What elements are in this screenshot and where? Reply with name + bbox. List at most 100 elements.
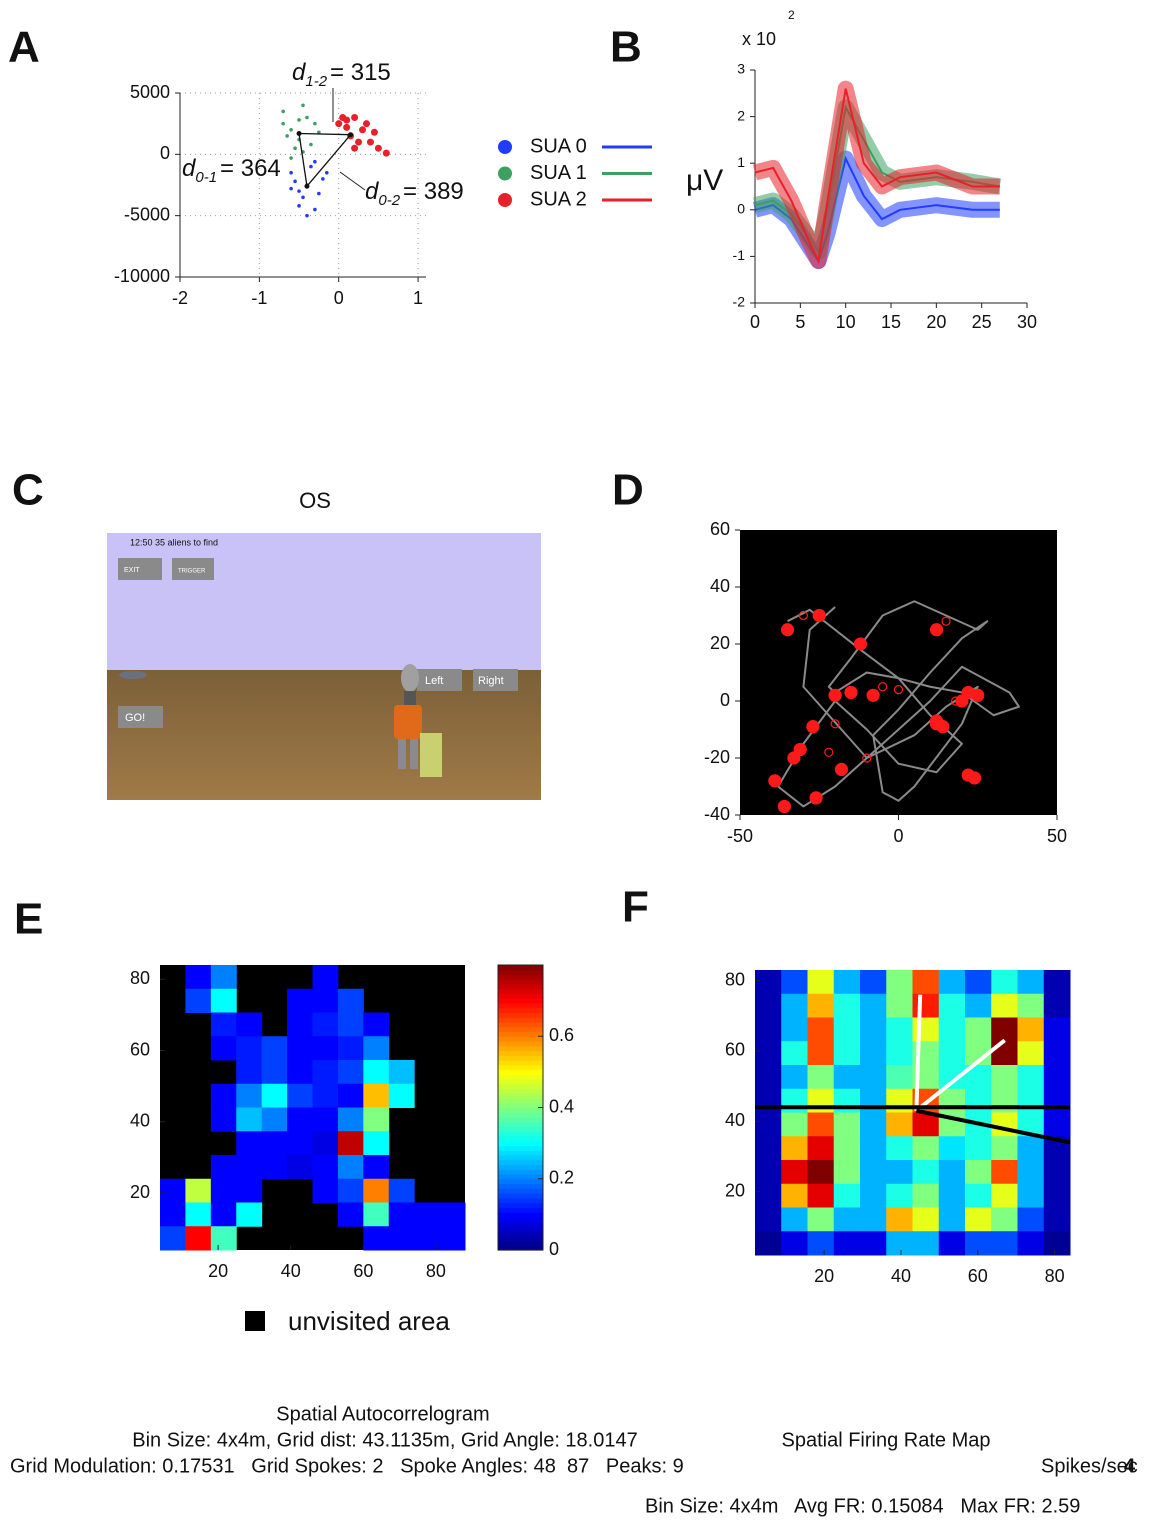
y-tick-label: -40: [704, 804, 730, 824]
y-tick-label: 2: [737, 107, 745, 123]
colorbar-step: [498, 1241, 543, 1246]
heatmap-cell: [287, 1131, 313, 1155]
heatmap-cell: [363, 1179, 389, 1203]
left-button[interactable]: Left: [417, 669, 462, 691]
scatter-point: [305, 214, 309, 218]
heatmap-cell: [913, 1231, 940, 1255]
heatmap-cell: [313, 989, 339, 1013]
heatmap-cell: [313, 1179, 339, 1203]
heatmap-cell: [781, 1208, 808, 1232]
heatmap-cell: [755, 1231, 782, 1255]
legend-label: SUA 2: [530, 188, 587, 210]
y-tick-label: 5000: [130, 82, 170, 102]
spike: [778, 800, 790, 812]
footer-text: Bin Size: 4x4m, Grid dist: 43.1135m, Gri…: [132, 1429, 637, 1451]
heatmap-cell: [338, 989, 364, 1013]
colorbar-step: [498, 1136, 543, 1141]
heatmap-cell: [808, 1208, 835, 1232]
annotation: d0-1= 364: [182, 155, 281, 186]
heatmap-cell: [338, 1084, 364, 1108]
colorbar-step: [498, 970, 543, 975]
heatmap-cell: [781, 970, 808, 994]
heatmap-cell: [1044, 1231, 1071, 1255]
colorbar-step: [498, 1103, 543, 1108]
spike: [769, 775, 781, 787]
button-label: GO!: [125, 712, 145, 724]
heatmap-cell: [755, 970, 782, 994]
heatmap-cell: [834, 1065, 861, 1089]
trigger-button[interactable]: TRIGGER: [172, 558, 214, 580]
heatmap-cell: [965, 1018, 992, 1042]
heatmap-cell: [913, 970, 940, 994]
exponent-label: x 10: [742, 29, 776, 49]
colorbar-step: [498, 1231, 543, 1236]
heatmap-cell: [287, 1155, 313, 1179]
colorbar-label: 0: [549, 1239, 559, 1259]
heatmap-cell: [236, 1108, 262, 1132]
x-tick-label: 40: [281, 1261, 301, 1281]
heatmap-cell: [338, 1060, 364, 1084]
go-button[interactable]: GO!: [118, 706, 163, 728]
footer-text: Grid Modulation: 0.17531 Grid Spokes: 2 …: [10, 1455, 684, 1477]
colorbar-step: [498, 979, 543, 984]
heatmap-cell: [755, 1208, 782, 1232]
y-tick-label: 1: [737, 154, 745, 170]
heatmap-cell: [965, 1136, 992, 1160]
colorbar-step: [498, 1093, 543, 1098]
heatmap-cell: [886, 1184, 913, 1208]
colorbar-step: [498, 1222, 543, 1227]
heatmap-cell: [363, 1060, 389, 1084]
footer: Spatial Autocorrelogram Bin Size: 4x4m, …: [10, 1403, 1138, 1517]
y-tick-label: 60: [130, 1039, 150, 1059]
colorbar-step: [498, 1027, 543, 1032]
annotation: d0-2= 389: [365, 178, 464, 209]
heatmap-cell: [755, 1018, 782, 1042]
heatmap-cell: [808, 1041, 835, 1065]
heatmap-cell: [886, 1113, 913, 1137]
x-tick-label: -1: [251, 288, 267, 308]
heatmap-cell: [313, 965, 339, 989]
missing-swatch: [245, 1311, 265, 1331]
colorbar-step: [498, 1108, 543, 1113]
heatmap-cell: [363, 1226, 389, 1250]
colorbar-step: [498, 1169, 543, 1174]
heatmap-cell: [414, 1203, 440, 1227]
screenshot-title: OS: [299, 488, 331, 513]
colorbar-step: [498, 975, 543, 980]
colorbar-step: [498, 1074, 543, 1079]
heatmap-cell: [287, 1108, 313, 1132]
scatter-point: [321, 177, 325, 181]
heatmap-cell: [991, 1136, 1018, 1160]
heatmap-cell: [1044, 1089, 1071, 1113]
heatmap-cell: [1018, 1136, 1045, 1160]
spike: [807, 721, 819, 733]
heatmap-cell: [338, 1155, 364, 1179]
heatmap-cell: [1044, 1208, 1071, 1232]
spike: [937, 721, 949, 733]
scatter-point: [313, 160, 317, 164]
heatmap-cell: [808, 1065, 835, 1089]
scatter-point: [289, 156, 293, 160]
x-tick-label: 80: [426, 1261, 446, 1281]
colorbar-step: [498, 1141, 543, 1146]
x-tick-label: 1: [413, 288, 423, 308]
scatter-point: [281, 110, 285, 114]
heatmap-cell: [236, 1060, 262, 1084]
heatmap-cell: [313, 1084, 339, 1108]
colorbar-step: [498, 994, 543, 999]
scatter-point: [325, 171, 329, 175]
scatter-point: [309, 165, 313, 169]
heatmap-cell: [860, 994, 887, 1018]
spike: [969, 772, 981, 784]
heatmap-cell: [211, 989, 237, 1013]
colorbar-step: [498, 1150, 543, 1155]
heatmap-cell: [965, 994, 992, 1018]
right-button[interactable]: Right: [473, 669, 518, 691]
exit-button[interactable]: EXIT: [118, 558, 162, 580]
heatmap-cell: [1044, 1160, 1071, 1184]
x-tick-label: 30: [1017, 312, 1037, 332]
heatmap-cell: [860, 1065, 887, 1089]
colorbar-step: [498, 1060, 543, 1065]
x-tick-label: 60: [968, 1266, 988, 1286]
x-tick-label: 0: [893, 826, 903, 846]
